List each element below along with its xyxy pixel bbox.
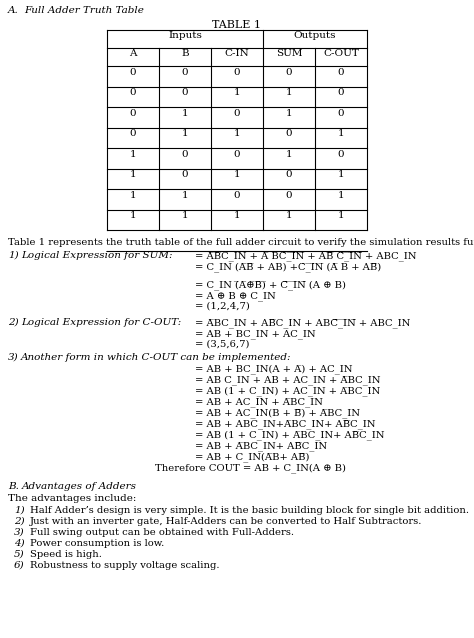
Text: Another form in which C-OUT can be implemented:: Another form in which C-OUT can be imple… — [21, 353, 292, 362]
Text: 3): 3) — [14, 528, 25, 537]
Text: B.: B. — [8, 482, 19, 491]
Text: 1: 1 — [182, 108, 188, 118]
Text: 0: 0 — [182, 150, 188, 159]
Text: 1: 1 — [286, 150, 292, 159]
Text: TABLE 1: TABLE 1 — [212, 20, 262, 30]
Text: 0: 0 — [286, 191, 292, 200]
Text: B: B — [181, 48, 189, 57]
Text: 0: 0 — [337, 88, 344, 97]
Text: 0: 0 — [130, 88, 137, 97]
Text: 1: 1 — [337, 211, 344, 220]
Text: = AB (1 + C_IN) + A̅BC_IN+ AB̅C_IN: = AB (1 + C_IN) + A̅BC_IN+ AB̅C_IN — [195, 430, 384, 440]
Text: Table 1 represents the truth table of the full adder circuit to verify the simul: Table 1 represents the truth table of th… — [8, 238, 474, 247]
Text: 1: 1 — [130, 211, 137, 220]
Text: 1: 1 — [234, 88, 240, 97]
Text: Just with an inverter gate, Half-Adders can be converted to Half Subtractors.: Just with an inverter gate, Half-Adders … — [30, 517, 422, 526]
Text: = A ⊕ B ⊕ C_IN: = A ⊕ B ⊕ C_IN — [195, 291, 276, 300]
Text: Logical Expression for SUM:: Logical Expression for SUM: — [21, 251, 173, 260]
Text: A: A — [129, 48, 137, 57]
Text: = (1,2,4,7): = (1,2,4,7) — [195, 302, 250, 311]
Text: The advantages include:: The advantages include: — [8, 494, 137, 503]
Text: 1: 1 — [182, 191, 188, 200]
Text: 0: 0 — [337, 68, 344, 77]
Text: A.: A. — [8, 6, 19, 15]
Text: Half Adder’s design is very simple. It is the basic building block for single bi: Half Adder’s design is very simple. It i… — [30, 506, 469, 515]
Text: = A̅BC_IN + AB̅C_IN + ABC̅_̅I̅N̅ + ABC_IN: = A̅BC_IN + AB̅C_IN + ABC̅_̅I̅N̅ + ABC_I… — [195, 318, 410, 328]
Text: = AB + AC_IN(B + B̅) + A̅BC_IN: = AB + AC_IN(B + B̅) + A̅BC_IN — [195, 408, 360, 418]
Text: 1: 1 — [286, 211, 292, 220]
Text: Inputs: Inputs — [168, 31, 202, 40]
Text: 0: 0 — [182, 170, 188, 179]
Text: = AB + AC_IN + A̅BC_IN: = AB + AC_IN + A̅BC_IN — [195, 397, 323, 406]
Text: = AB + A̅BC_IN+ AB̅C_IN: = AB + A̅BC_IN+ AB̅C_IN — [195, 441, 327, 450]
Text: 0: 0 — [234, 191, 240, 200]
Text: 1: 1 — [337, 191, 344, 200]
Text: 5): 5) — [14, 550, 25, 559]
Text: Power consumption is low.: Power consumption is low. — [30, 539, 164, 548]
Text: 1: 1 — [234, 170, 240, 179]
Text: 1: 1 — [337, 170, 344, 179]
Text: = AB + BC_IN(A + A̅) + AC_IN: = AB + BC_IN(A + A̅) + AC_IN — [195, 364, 353, 374]
Text: 4): 4) — [14, 539, 25, 548]
Text: 2): 2) — [14, 517, 25, 526]
Text: Outputs: Outputs — [294, 31, 336, 40]
Text: 0: 0 — [130, 68, 137, 77]
Text: = C_IN (̅A̅⊕̅B̅)̅ + C̅_̅I̅N̅ (A ⊕ B): = C_IN (̅A̅⊕̅B̅)̅ + C̅_̅I̅N̅ (A ⊕ B) — [195, 280, 346, 290]
Text: Full swing output can be obtained with Full-Adders.: Full swing output can be obtained with F… — [30, 528, 294, 537]
Text: C-OUT: C-OUT — [323, 48, 359, 57]
Text: 0: 0 — [234, 108, 240, 118]
Text: 1: 1 — [337, 130, 344, 138]
Text: 0: 0 — [286, 68, 292, 77]
Text: 0: 0 — [182, 88, 188, 97]
Text: 1): 1) — [8, 251, 18, 260]
Text: = AB (1 + C_IN) + AC_IN + A̅BC_IN: = AB (1 + C_IN) + AC_IN + A̅BC_IN — [195, 386, 380, 396]
Text: 0: 0 — [182, 68, 188, 77]
Text: 0: 0 — [130, 108, 137, 118]
Text: 2): 2) — [8, 318, 18, 327]
Text: 1: 1 — [286, 88, 292, 97]
Text: = AB + C_IN(A̅B+ AB̅): = AB + C_IN(A̅B+ AB̅) — [195, 452, 310, 462]
Text: Speed is high.: Speed is high. — [30, 550, 102, 559]
Text: Therefore COUT = AB + C_IN(A ⊕ B): Therefore COUT = AB + C_IN(A ⊕ B) — [155, 463, 346, 473]
Text: SUM: SUM — [276, 48, 302, 57]
Text: 1: 1 — [234, 130, 240, 138]
Text: Logical Expression for C-OUT:: Logical Expression for C-OUT: — [21, 318, 181, 327]
Text: = (3,5,6,7): = (3,5,6,7) — [195, 340, 249, 349]
Text: 0: 0 — [337, 150, 344, 159]
Text: 1: 1 — [130, 170, 137, 179]
Text: = C_IN (A̅B̅ + AB) +C̅_̅I̅N̅ (A̅ B + AB̅): = C_IN (A̅B̅ + AB) +C̅_̅I̅N̅ (A̅ B + AB̅… — [195, 262, 381, 272]
Text: 1: 1 — [182, 130, 188, 138]
Text: 1: 1 — [130, 191, 137, 200]
Text: Full Adder Truth Table: Full Adder Truth Table — [24, 6, 144, 15]
Text: 0: 0 — [286, 130, 292, 138]
Text: Robustness to supply voltage scaling.: Robustness to supply voltage scaling. — [30, 561, 219, 570]
Text: = AB + BC_IN + AC_IN: = AB + BC_IN + AC_IN — [195, 329, 316, 339]
Text: 6): 6) — [14, 561, 25, 570]
Text: 1): 1) — [14, 506, 25, 515]
Text: 1: 1 — [234, 211, 240, 220]
Text: C-IN: C-IN — [225, 48, 249, 57]
Text: Advantages of Adders: Advantages of Adders — [22, 482, 137, 491]
Text: 1: 1 — [182, 211, 188, 220]
Text: 1: 1 — [130, 150, 137, 159]
Text: 1: 1 — [286, 108, 292, 118]
Text: 0: 0 — [234, 150, 240, 159]
Text: = AB C_IN + AB + AC_IN + A̅BC_IN: = AB C_IN + AB + AC_IN + A̅BC_IN — [195, 375, 381, 385]
Text: 0: 0 — [234, 68, 240, 77]
Text: 0: 0 — [337, 108, 344, 118]
Text: 3): 3) — [8, 353, 18, 362]
Text: = AB + ABC_IN+A̅BC_IN+ AB̅C_IN: = AB + ABC_IN+A̅BC_IN+ AB̅C_IN — [195, 419, 375, 429]
Text: 0: 0 — [286, 170, 292, 179]
Text: 0: 0 — [130, 130, 137, 138]
Text: = A̅B̅C_IN + A̅ BC̅_̅I̅N̅ + AB̅ C̅_̅I̅N̅ + ABC_IN: = A̅B̅C_IN + A̅ BC̅_̅I̅N̅ + AB̅ C̅_̅I̅N̅… — [195, 251, 417, 261]
